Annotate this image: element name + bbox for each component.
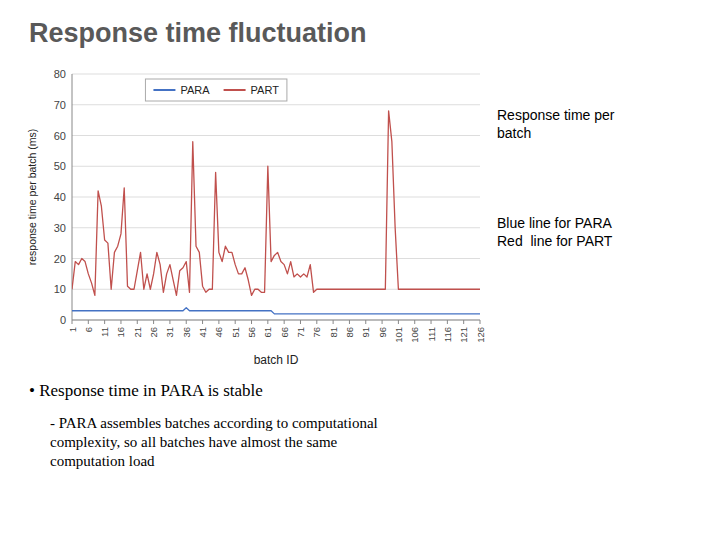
series-line xyxy=(72,308,480,314)
bullet-text: • Response time in PARA is stable xyxy=(29,381,263,400)
x-tick-label: 96 xyxy=(377,327,388,338)
y-tick-label: 10 xyxy=(54,283,66,295)
legend-label: PARA xyxy=(180,84,210,96)
x-tick xyxy=(120,320,121,324)
sub-bullet-text: - PARA assembles batches according to co… xyxy=(50,415,378,469)
grid-line xyxy=(72,104,480,105)
x-tick-label: 81 xyxy=(328,327,339,338)
x-tick-label: 71 xyxy=(295,327,306,338)
x-tick xyxy=(316,320,317,324)
x-tick xyxy=(431,320,432,324)
chart: Response time fluctuation 0 10 20 30 40 50 60 70… xyxy=(0,0,720,540)
title: Response time fluctuation xyxy=(29,18,367,48)
x-tick xyxy=(218,320,219,324)
x-tick-label: 56 xyxy=(246,327,257,338)
x-tick-label: 11 xyxy=(99,327,110,337)
x-tick xyxy=(72,320,73,324)
x-tick xyxy=(447,320,448,324)
text-line: complexity, so all batches have almost t… xyxy=(50,434,338,450)
x-tick-label: 91 xyxy=(360,327,371,338)
text-line: - PARA assembles batches according to co… xyxy=(50,415,378,431)
x-tick xyxy=(137,320,138,324)
annotation: Response time per batch xyxy=(497,107,615,141)
x-tick-label: 121 xyxy=(458,327,469,343)
text-line: Response time per xyxy=(497,107,615,123)
x-axis: 1611162126313641465156616671768186919610… xyxy=(67,320,486,343)
legend: PARA PART xyxy=(145,79,286,101)
x-tick-label: 1 xyxy=(67,327,78,332)
grid-line xyxy=(72,320,480,321)
x-tick-label: 66 xyxy=(279,327,290,338)
x-tick xyxy=(202,320,203,324)
y-axis: 0 10 20 30 40 50 60 70 80 xyxy=(54,68,480,326)
x-tick xyxy=(382,320,383,324)
y-tick-label: 40 xyxy=(54,191,66,203)
series-line xyxy=(72,111,480,296)
x-tick xyxy=(333,320,334,324)
x-tick-label: 126 xyxy=(475,327,486,343)
x-tick xyxy=(251,320,252,324)
x-tick xyxy=(480,320,481,324)
x-tick-label: 31 xyxy=(164,327,175,338)
x-tick xyxy=(267,320,268,324)
x-tick xyxy=(88,320,89,324)
grid-line xyxy=(72,166,480,167)
x-tick-label: 36 xyxy=(181,327,192,338)
y-tick-label: 60 xyxy=(54,130,66,142)
x-tick xyxy=(186,320,187,324)
text-line: Red line for PART xyxy=(497,233,613,249)
x-tick-label: 26 xyxy=(148,327,159,338)
x-axis-label: batch ID xyxy=(254,353,299,367)
x-tick-label: 16 xyxy=(115,327,126,338)
y-tick-label: 0 xyxy=(60,314,66,326)
x-tick xyxy=(153,320,154,324)
x-tick-label: 41 xyxy=(197,327,208,338)
x-tick xyxy=(463,320,464,324)
annotation: Blue line for PARA Red line for PART xyxy=(497,215,613,249)
grid-line xyxy=(72,135,480,136)
x-tick xyxy=(349,320,350,324)
x-tick xyxy=(104,320,105,324)
grid-line xyxy=(72,227,480,228)
y-tick-label: 70 xyxy=(54,99,66,111)
x-tick xyxy=(300,320,301,324)
text-line: • Response time in PARA is stable xyxy=(29,381,263,400)
y-tick-label: 20 xyxy=(54,253,66,265)
x-tick xyxy=(235,320,236,324)
x-tick-label: 61 xyxy=(262,327,273,338)
text-line: computation load xyxy=(50,453,155,469)
x-tick-label: 76 xyxy=(311,327,322,338)
legend-swatch xyxy=(153,89,175,91)
legend-label: PART xyxy=(251,84,280,96)
x-tick-label: 21 xyxy=(132,327,143,338)
x-tick-label: 101 xyxy=(393,327,404,343)
x-tick xyxy=(365,320,366,324)
x-tick xyxy=(398,320,399,324)
x-tick-label: 116 xyxy=(442,327,453,342)
x-tick-label: 106 xyxy=(409,327,420,343)
plot-lines xyxy=(72,111,480,314)
legend-swatch xyxy=(224,89,246,91)
legend-box xyxy=(145,79,286,101)
y-tick-label: 50 xyxy=(54,160,66,172)
x-tick-label: 111 xyxy=(426,327,437,341)
x-axis-line xyxy=(72,320,480,321)
y-tick-label: 30 xyxy=(54,222,66,234)
y-tick-label: 80 xyxy=(54,68,66,80)
grid-line xyxy=(72,197,480,198)
y-axis-label: response time per batch (ms) xyxy=(26,129,38,266)
x-tick-label: 51 xyxy=(230,327,241,338)
x-tick-label: 6 xyxy=(83,327,94,332)
x-tick xyxy=(284,320,285,324)
text-line: Blue line for PARA xyxy=(497,215,613,231)
text-line: batch xyxy=(497,125,531,141)
grid-line xyxy=(72,258,480,259)
x-tick xyxy=(414,320,415,324)
x-tick-label: 86 xyxy=(344,327,355,338)
grid-line xyxy=(72,74,480,75)
x-tick-label: 46 xyxy=(213,327,224,338)
x-tick xyxy=(169,320,170,324)
